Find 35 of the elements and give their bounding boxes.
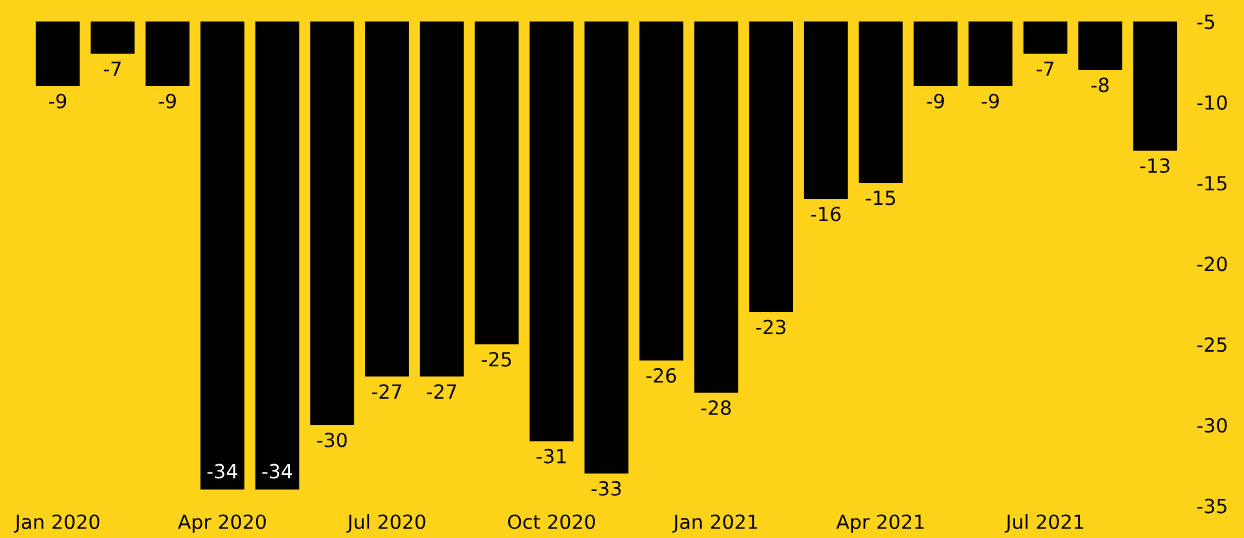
- data-label: -23: [756, 319, 786, 335]
- data-label: -28: [701, 400, 731, 416]
- x-tick-label: Jan 2020: [13, 514, 100, 533]
- y-tick-label: -15: [1197, 176, 1227, 191]
- data-label: -9: [158, 93, 176, 109]
- y-tick-label: -10: [1197, 95, 1227, 110]
- x-tick-label: Apr 2021: [836, 514, 924, 533]
- data-label: -13: [1140, 158, 1170, 173]
- y-tick-label: -20: [1197, 256, 1227, 272]
- x-tick-label: Oct 2020: [508, 514, 595, 530]
- data-label: -34: [207, 463, 238, 479]
- y-tick-label: -5: [1197, 14, 1215, 30]
- y-tick-label: -25: [1197, 337, 1227, 352]
- data-label: -33: [591, 481, 621, 496]
- x-tick-label: Jan 2021: [672, 514, 758, 533]
- y-tick-label: -30: [1197, 417, 1227, 433]
- data-label: -31: [536, 448, 566, 464]
- data-label: -34: [262, 463, 293, 479]
- data-label: -16: [810, 206, 841, 222]
- x-tick-label: Apr 2020: [177, 514, 266, 533]
- data-label: -27: [372, 384, 402, 399]
- data-label: -27: [426, 384, 457, 399]
- data-label: -7: [1036, 61, 1054, 76]
- y-tick-label: -35: [1197, 498, 1227, 514]
- data-label: -9: [926, 93, 944, 109]
- data-label: -25: [481, 351, 511, 367]
- x-tick-label: Jul 2020: [346, 514, 426, 533]
- data-label: -9: [49, 93, 67, 109]
- data-label: -8: [1091, 77, 1109, 93]
- data-label: -7: [103, 61, 121, 76]
- x-tick-label: Jul 2021: [1004, 514, 1084, 533]
- data-label: -30: [317, 432, 347, 448]
- data-label: -26: [646, 368, 676, 383]
- data-label: -15: [865, 190, 895, 206]
- data-label: -9: [981, 93, 999, 109]
